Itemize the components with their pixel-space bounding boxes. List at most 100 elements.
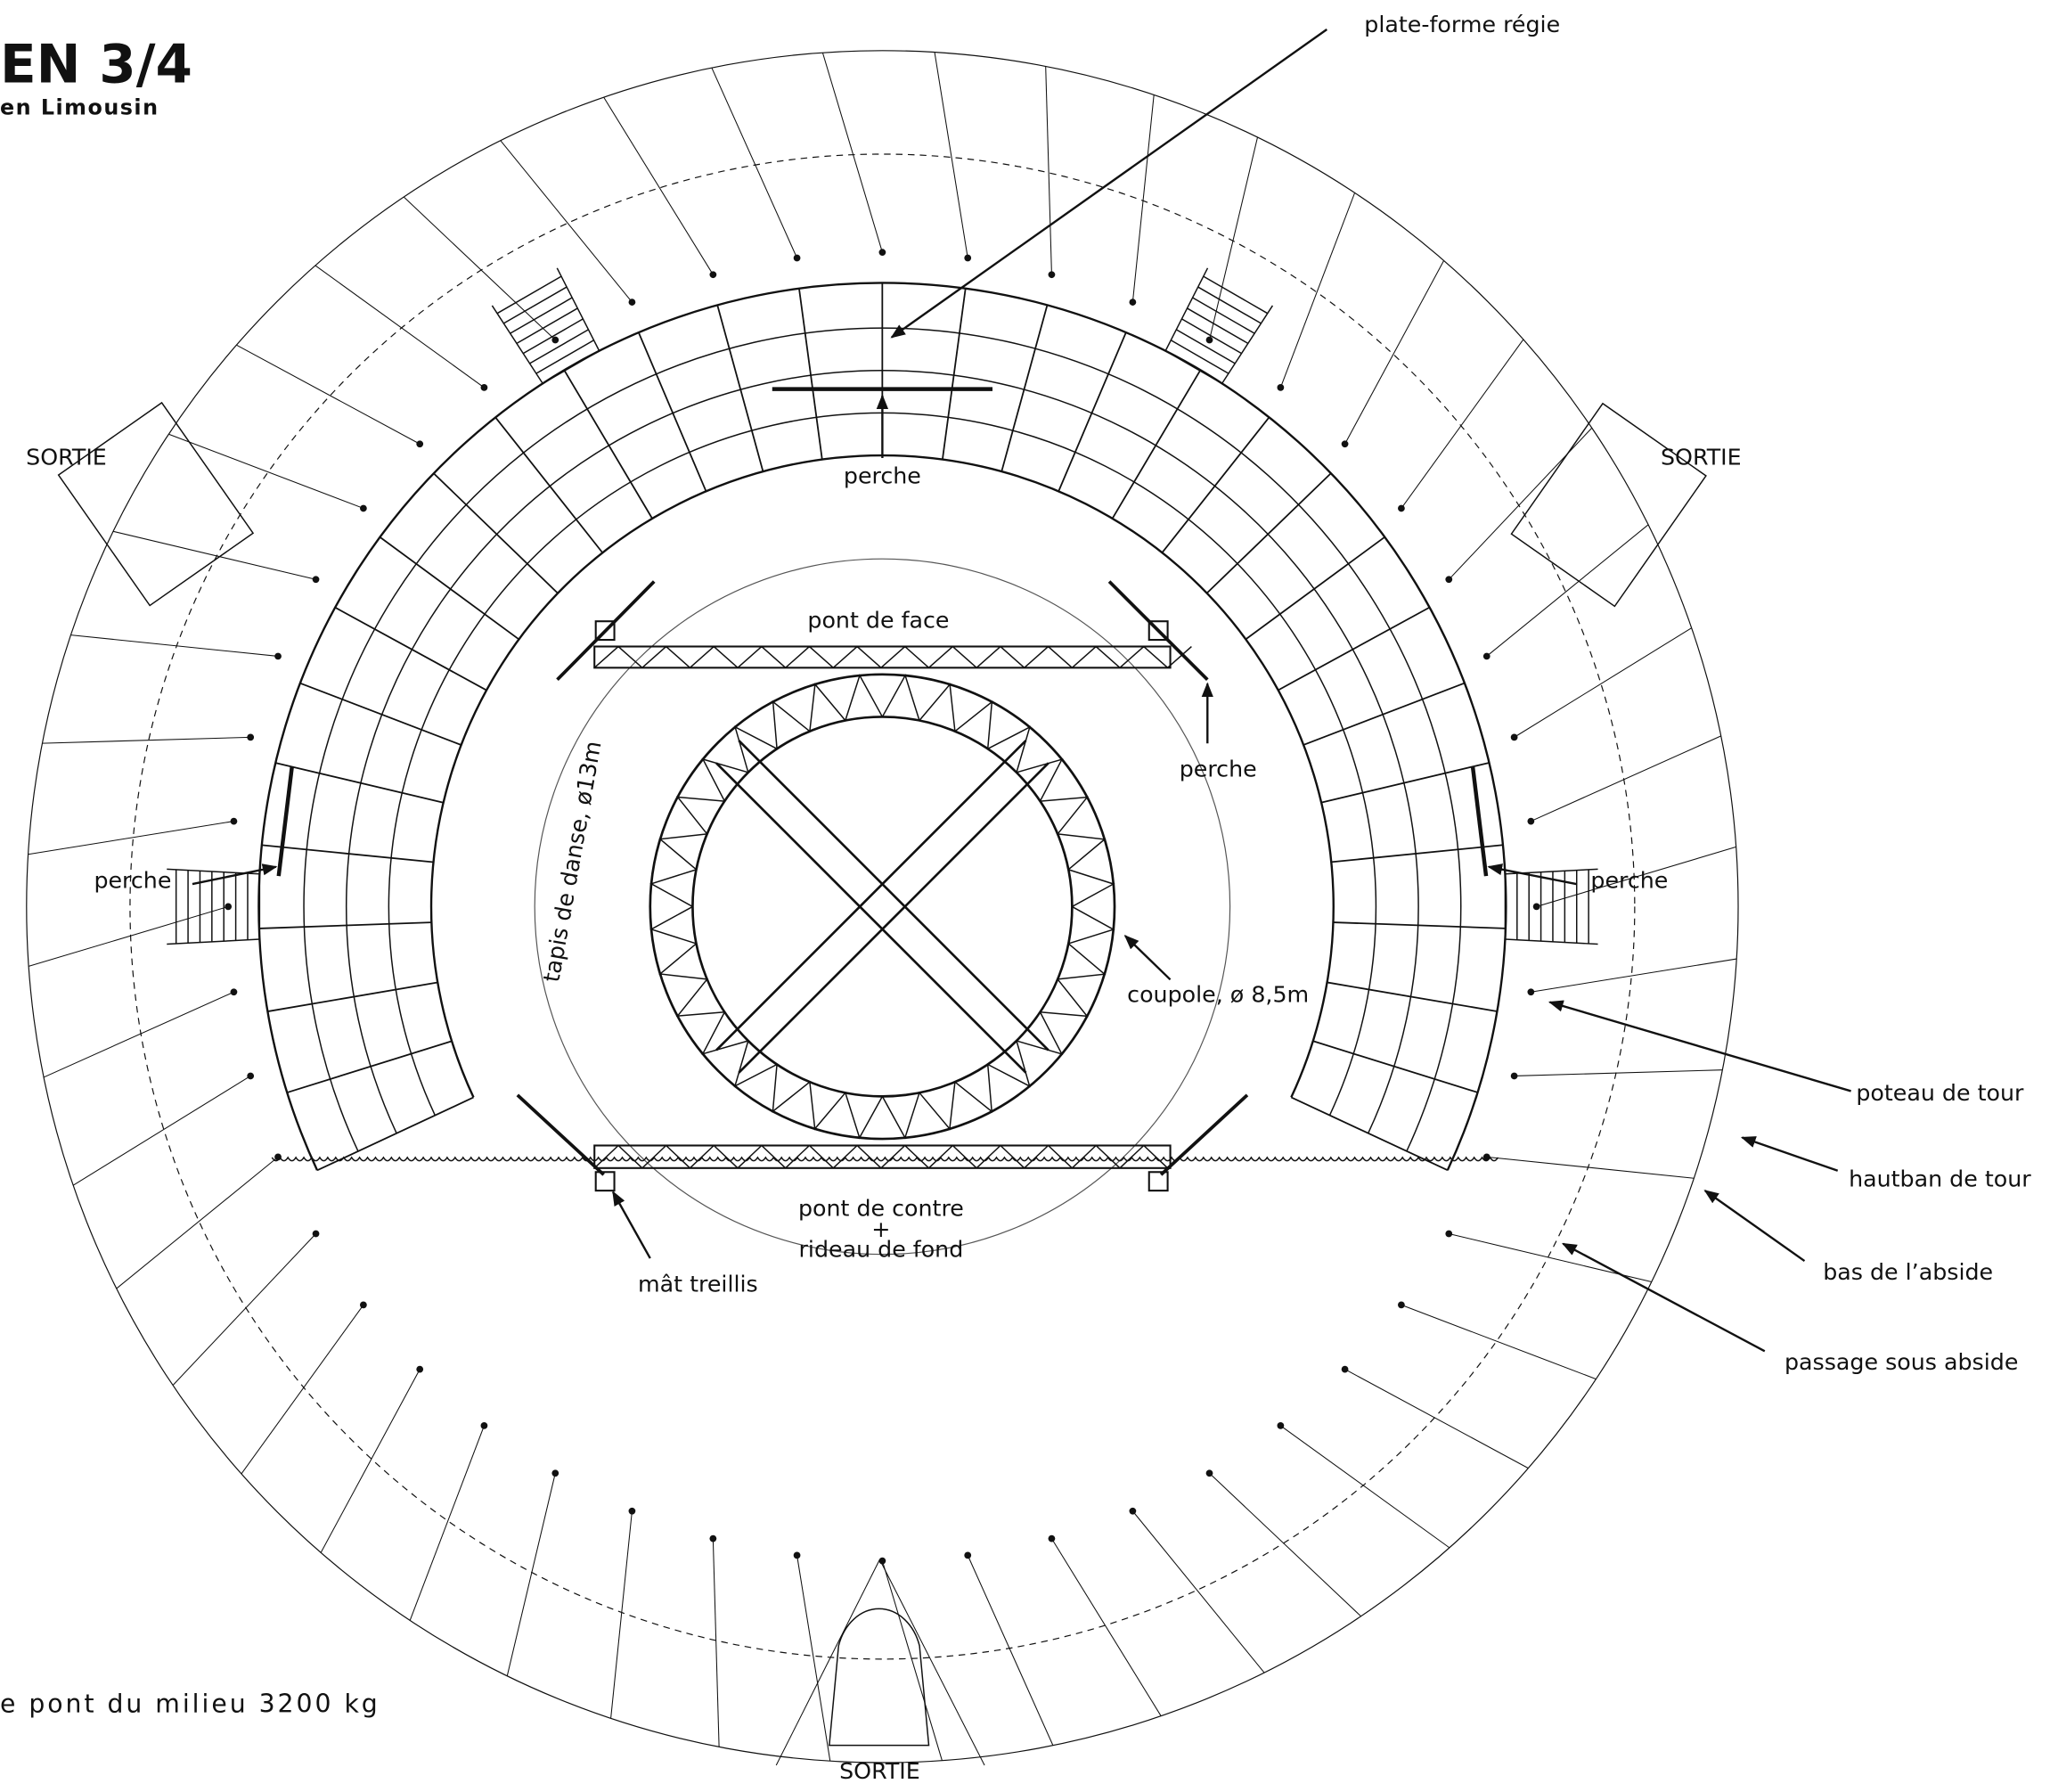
stair-step [1193,298,1255,333]
stand-division [1246,537,1384,640]
stair-step [530,330,589,364]
stand-division [1333,922,1505,929]
tower-post [1483,653,1491,660]
guy-line [1515,628,1692,738]
stair-side [167,939,259,944]
stand-division [287,1041,452,1092]
label: SORTIE [26,444,107,470]
stair-step [1181,319,1241,354]
dome-outer [650,675,1115,1139]
guy-line [507,1473,555,1676]
tower-post [629,1508,636,1515]
mast [596,1172,615,1191]
tower-post [551,1469,559,1477]
tower-post [1533,904,1540,911]
guy-line [1280,192,1354,388]
cross-truss [716,763,1026,1073]
stair-side [1222,306,1273,383]
label: mât treillis [638,1271,758,1297]
arrow [1705,1191,1805,1261]
guy-line [113,531,316,579]
label: perche [94,868,171,894]
stand-division [639,332,706,491]
label: SORTIE [839,1758,920,1784]
tower-post [274,653,282,660]
tower-post [1398,505,1405,512]
label: bas de l’abside [1823,1259,1993,1285]
note: e pont du milieu 3200 kg [0,1689,380,1718]
tower-post [1398,1302,1405,1309]
mast [1149,1172,1168,1191]
label: rideau de fond [799,1237,964,1263]
guy-line [1210,1473,1361,1616]
subtitle: en Limousin [0,94,159,119]
arrow [192,867,276,884]
stand-division [434,473,558,593]
perche-bar [1161,1095,1247,1174]
tower-post [1206,1469,1213,1477]
tower-post [1445,576,1452,583]
tower-post [1049,1535,1056,1542]
guy-line [1051,1539,1161,1716]
stair-side [1165,268,1207,351]
guy-line [44,992,233,1077]
arrow [1742,1138,1837,1171]
stand-division [1321,763,1489,803]
tower-post [360,505,367,512]
tower-post [247,1073,254,1080]
label: pont de face [807,608,949,634]
stair-step [523,319,583,354]
guy-line [968,1555,1053,1745]
guy-line [29,906,228,966]
stair-step [543,351,599,384]
stair-side [1505,939,1597,944]
guy-line [1210,137,1258,340]
stair-step [1204,276,1268,314]
stand-division [1207,473,1331,593]
guy-line [321,1370,420,1553]
guy-line [315,266,485,388]
stair-step [1188,308,1248,343]
guy-line [712,68,797,258]
tower-post [794,255,801,262]
guy-line [1132,1511,1264,1673]
stair-side [492,306,543,383]
guy-line [1401,1305,1597,1379]
tower-post [709,1535,716,1542]
guy-line [29,822,234,855]
perche-bar [1473,767,1486,876]
guy-line [1345,1370,1529,1469]
guy-line [1345,260,1444,444]
tower-post [231,818,238,825]
tower-post [1277,384,1284,391]
tower-post [1511,1073,1518,1080]
stand-division [259,922,431,929]
stand-division [335,608,486,691]
guy-line [822,53,882,252]
tower-post [225,904,232,911]
dome-inner [692,716,1072,1096]
exit-left [59,403,253,606]
guy-line [1280,1426,1450,1548]
stand-division [275,763,443,803]
tower-post [879,249,886,256]
label: perche [1180,756,1257,781]
cross-truss [739,741,1049,1051]
stand-division [1278,608,1430,691]
label: passage sous abside [1785,1349,2018,1375]
guy-line [70,635,278,657]
arrow [1125,936,1171,979]
tower-post [1130,1508,1137,1515]
guy-line [935,53,968,258]
truss-lattice [594,647,1191,668]
title: EN 3/4 [0,35,192,96]
stair-step [510,298,573,333]
tower-post [1277,1422,1284,1429]
label: perche [844,462,921,488]
label: hautban de tour [1849,1166,2031,1192]
label: poteau de tour [1856,1080,2024,1106]
tower-post [1445,1231,1452,1238]
guy-line [173,1234,316,1386]
stair-step [1165,351,1221,384]
tower-post [481,1422,488,1429]
